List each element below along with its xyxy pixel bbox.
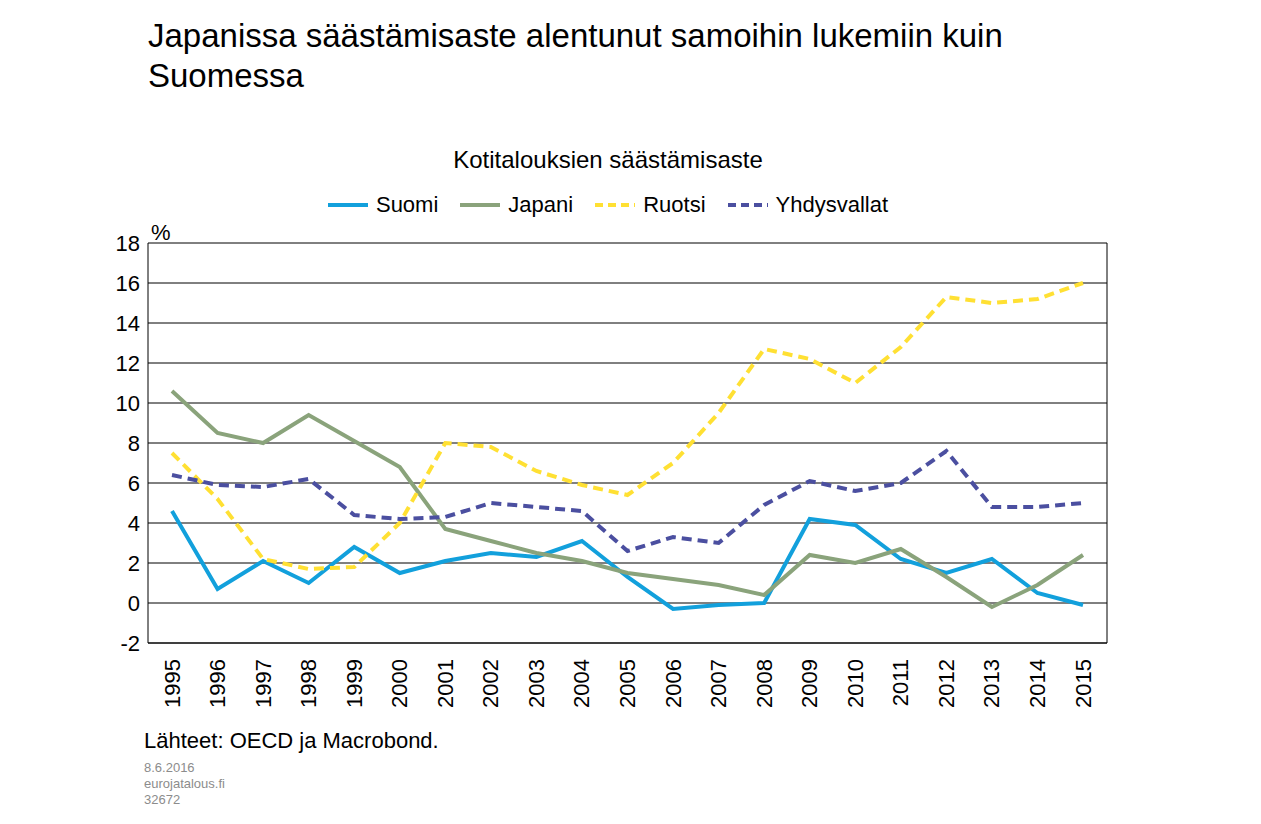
svg-text:6: 6: [128, 471, 140, 496]
svg-text:2001: 2001: [433, 659, 458, 708]
svg-text:1997: 1997: [251, 659, 276, 708]
html-text:Ruotsi: Ruotsi: [643, 192, 706, 217]
svg-text:2014: 2014: [1025, 659, 1050, 708]
svg-text:14: 14: [116, 311, 140, 336]
svg-text:1998: 1998: [296, 659, 321, 708]
html-text:Kotitalouksien säästämisaste: Kotitalouksien säästämisaste: [453, 146, 763, 173]
svg-text:2004: 2004: [569, 659, 594, 708]
svg-text:2005: 2005: [615, 659, 640, 708]
html-text:Yhdysvallat: Yhdysvallat: [775, 192, 888, 217]
svg-text:2012: 2012: [934, 659, 959, 708]
svg-text:2002: 2002: [478, 659, 503, 708]
svg-text:2: 2: [128, 551, 140, 576]
svg-text:18: 18: [116, 231, 140, 256]
svg-text:2011: 2011: [888, 659, 913, 706]
svg-text:2000: 2000: [387, 659, 412, 708]
html-text:eurojatalous.fi: eurojatalous.fi: [144, 776, 225, 791]
svg-text:2013: 2013: [979, 659, 1004, 708]
svg-text:8: 8: [128, 431, 140, 456]
svg-text:16: 16: [116, 271, 140, 296]
svg-text:2009: 2009: [797, 659, 822, 708]
svg-text:1995: 1995: [160, 659, 185, 708]
html-text:Japanissa säästämisaste alentu: Japanissa säästämisaste alentunut samoih…: [148, 17, 1003, 94]
svg-text:-2: -2: [120, 631, 140, 656]
html-text:Suomi: Suomi: [376, 192, 439, 217]
svg-text:1999: 1999: [342, 659, 367, 708]
svg-text:2003: 2003: [524, 659, 549, 708]
svg-text:2008: 2008: [752, 659, 777, 708]
svg-text:2015: 2015: [1071, 659, 1096, 708]
svg-text:1996: 1996: [205, 659, 230, 708]
svg-text:12: 12: [116, 351, 140, 376]
html-text:Japani: Japani: [508, 192, 574, 217]
svg-text:4: 4: [128, 511, 140, 536]
svg-text:2007: 2007: [706, 659, 731, 708]
html-text:Lähteet: OECD ja Macrobond.: Lähteet: OECD ja Macrobond.: [144, 728, 439, 753]
svg-text:0: 0: [128, 591, 140, 616]
html-text:8.6.2016: 8.6.2016: [144, 760, 195, 775]
html-text:32672: 32672: [144, 792, 181, 807]
svg-text:2006: 2006: [661, 659, 686, 708]
svg-text:2010: 2010: [843, 659, 868, 708]
svg-text:10: 10: [116, 391, 140, 416]
